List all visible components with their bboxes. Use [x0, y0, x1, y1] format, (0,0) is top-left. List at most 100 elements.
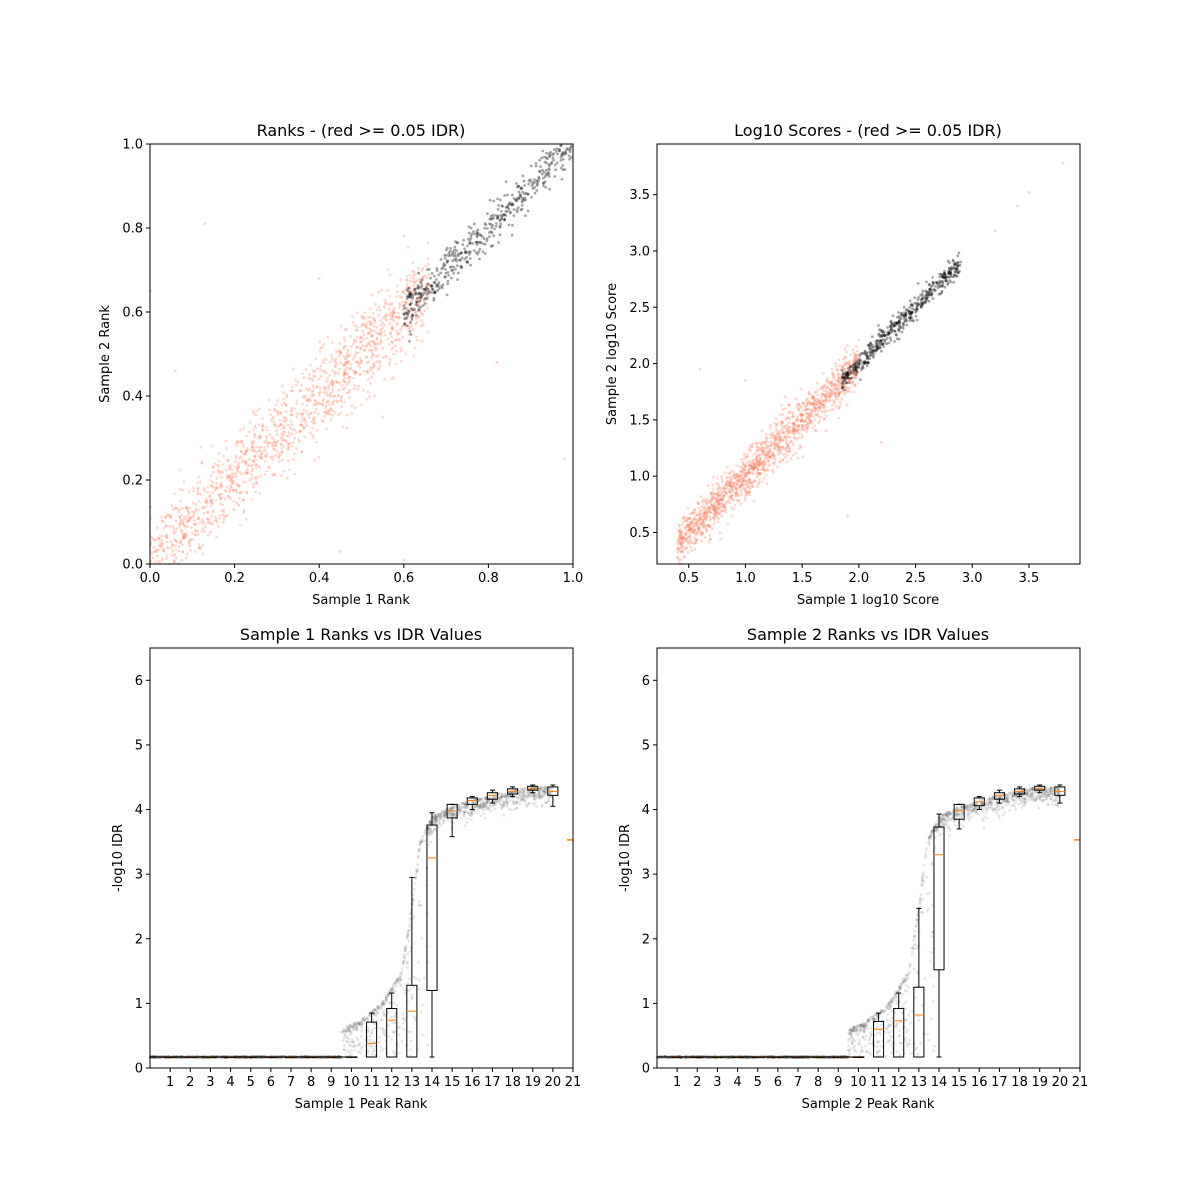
ranks-point — [312, 436, 315, 439]
ranks-point — [252, 432, 256, 436]
ranks-point — [334, 371, 338, 375]
scores-point — [858, 362, 862, 366]
ranks-point — [404, 316, 408, 320]
ranks-point — [408, 321, 412, 325]
ranks-point — [192, 486, 195, 490]
ranks-point — [250, 440, 254, 443]
ranks-point — [246, 471, 250, 475]
ranks-point — [272, 420, 276, 424]
ranks-point — [234, 488, 238, 492]
ranks-point — [237, 461, 241, 465]
scores-point — [838, 376, 841, 380]
ranks-point — [406, 324, 410, 327]
scores-point — [747, 468, 750, 471]
scores-point — [710, 504, 714, 508]
ranks-point — [367, 332, 370, 335]
scores-point — [698, 519, 701, 522]
ranks-point — [555, 147, 558, 151]
scores-point — [812, 409, 816, 413]
scores-point — [798, 403, 801, 407]
ranks-point — [190, 526, 193, 529]
ranks-point — [341, 363, 345, 367]
ranks-point — [454, 254, 458, 258]
ranks-point — [282, 398, 285, 401]
scores-point — [866, 354, 870, 358]
ranks-point — [246, 467, 249, 471]
ranks-point — [390, 377, 394, 381]
ranks-point — [311, 384, 315, 388]
scores-title: Log10 Scores - (red >= 0.05 IDR) — [734, 121, 1002, 140]
ranks-xtick-label: 0.0 — [140, 571, 161, 586]
ranks-point — [300, 450, 304, 454]
s1-idr-point — [400, 1039, 404, 1043]
ranks-point — [330, 382, 334, 385]
ranks-point — [436, 289, 439, 293]
ranks-point — [281, 458, 284, 462]
ranks-point — [483, 222, 487, 226]
ranks-point — [228, 487, 232, 491]
ranks-point — [373, 318, 376, 322]
ranks-point — [294, 378, 297, 382]
ranks-point — [354, 370, 358, 373]
ranks-point — [473, 232, 476, 236]
ranks-point — [323, 388, 326, 391]
ranks-point — [278, 460, 281, 463]
ranks-point — [377, 368, 380, 372]
ranks-point — [265, 434, 268, 438]
scores-point — [745, 485, 749, 489]
ranks-point — [443, 275, 447, 279]
ranks-point — [370, 293, 374, 297]
ranks-point — [370, 351, 374, 354]
ranks-point — [255, 445, 259, 449]
ranks-point — [236, 484, 240, 488]
ranks-point — [521, 190, 525, 194]
scores-point — [698, 528, 701, 531]
ranks-point — [249, 465, 253, 468]
ranks-point — [288, 441, 292, 445]
scores-point — [795, 419, 799, 422]
ranks-point — [526, 209, 530, 213]
ranks-point — [364, 325, 367, 329]
ranks-point — [355, 311, 359, 315]
ranks-point — [298, 424, 302, 427]
ranks-point — [307, 377, 311, 380]
ranks-point — [242, 452, 245, 456]
ranks-point — [395, 362, 398, 366]
ranks-point — [402, 307, 405, 311]
ranks-point — [350, 345, 353, 348]
scores-point — [905, 323, 909, 327]
ranks-point — [324, 357, 328, 361]
ranks-point — [413, 293, 416, 296]
ranks-point — [217, 464, 221, 468]
ranks-point — [328, 374, 331, 377]
scores-point — [770, 468, 774, 472]
ranks-point — [246, 471, 249, 475]
scores-xtick-label: 1.5 — [792, 571, 813, 586]
scores-point — [677, 548, 681, 552]
ranks-point — [206, 490, 210, 494]
ranks-point — [423, 309, 427, 312]
scores-point — [750, 466, 754, 470]
ranks-point — [210, 474, 213, 477]
scores-point — [908, 299, 912, 303]
ranks-point — [250, 444, 254, 448]
ranks-point — [426, 330, 430, 334]
ranks-point — [507, 223, 511, 227]
scores-point — [915, 304, 919, 308]
ranks-point — [496, 207, 500, 211]
ranks-point — [420, 269, 424, 273]
ranks-point — [193, 529, 197, 532]
ranks-point — [315, 385, 319, 389]
ranks-point — [372, 363, 376, 366]
ranks-point — [282, 433, 285, 437]
ranks-point — [327, 385, 330, 388]
ranks-point — [346, 360, 350, 364]
ranks-point — [245, 490, 249, 493]
ranks-point — [244, 449, 248, 453]
scores-point — [824, 429, 828, 432]
ranks-point — [252, 460, 256, 464]
ranks-point — [197, 546, 201, 549]
ranks-point — [271, 444, 275, 448]
ranks-point — [535, 184, 539, 187]
scores-point — [706, 514, 710, 517]
